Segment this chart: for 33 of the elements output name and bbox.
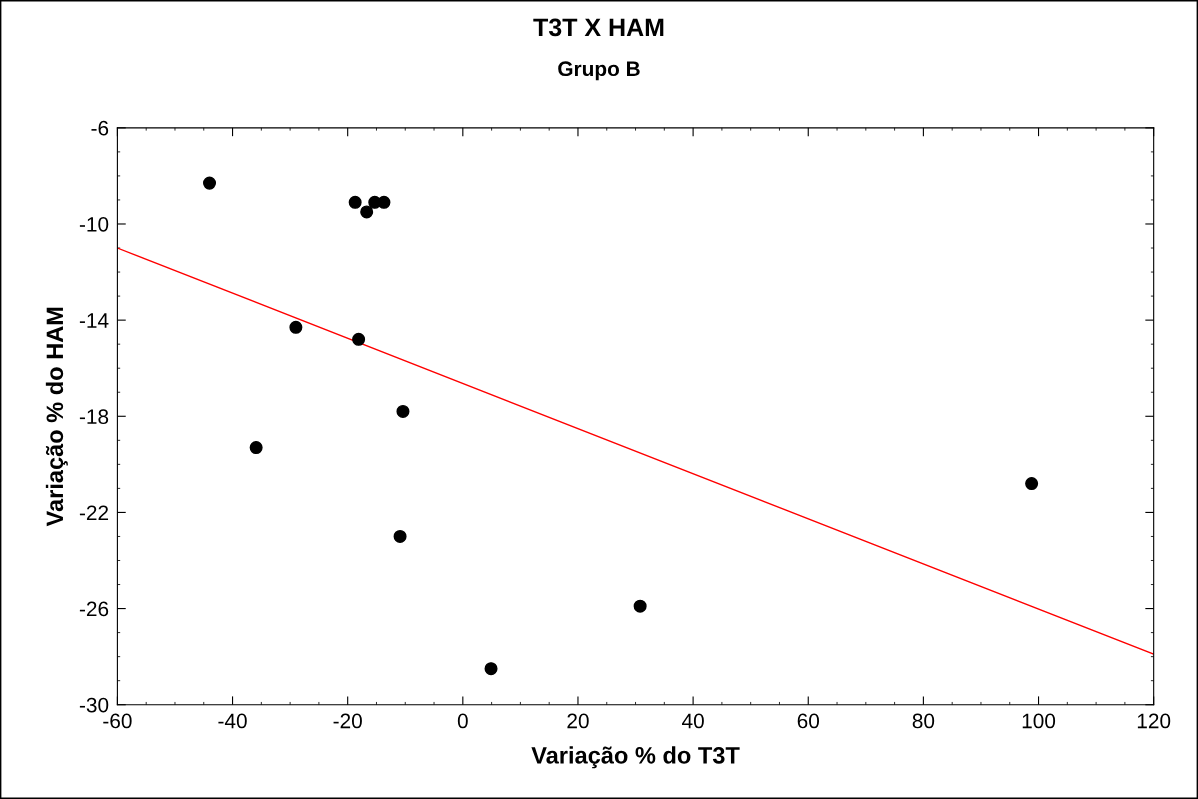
y-tick-label: -6: [91, 120, 109, 136]
point: [396, 404, 410, 418]
point: [249, 441, 263, 455]
x-tick-label: -60: [103, 713, 132, 729]
point: [1025, 477, 1039, 491]
point: [393, 529, 407, 543]
x-tick-label: 60: [797, 713, 820, 729]
y-tick-label: -22: [79, 505, 109, 520]
y-tick-label: -14: [79, 313, 109, 328]
x-tick-label: -20: [333, 713, 362, 729]
point: [348, 195, 362, 209]
y-tick-label: -18: [79, 409, 109, 425]
point: [377, 195, 391, 209]
x-tick-label: 120: [1137, 713, 1171, 729]
x-tick-label: 0: [457, 713, 468, 729]
point: [289, 320, 303, 334]
point: [352, 332, 366, 346]
chart-subtitle: Grupo B: [558, 61, 640, 81]
point: [360, 205, 374, 219]
y-tick-label: -26: [79, 601, 109, 617]
x-tick-label: 100: [1022, 713, 1056, 729]
x-tick-label: 20: [567, 713, 589, 729]
y-tick-label: -10: [79, 216, 109, 232]
x-tick-label: -40: [218, 713, 247, 729]
x-tick-label: 40: [682, 713, 704, 729]
chart-title: T3T X HAM: [533, 18, 664, 37]
point: [633, 599, 647, 613]
x-axis-title: Variação % do T3T: [531, 746, 740, 769]
point: [203, 176, 217, 190]
point: [484, 662, 498, 676]
y-tick-label: -30: [79, 697, 109, 713]
x-tick-label: 80: [912, 713, 935, 729]
y-axis-title: Variação % do HAM: [45, 307, 68, 527]
